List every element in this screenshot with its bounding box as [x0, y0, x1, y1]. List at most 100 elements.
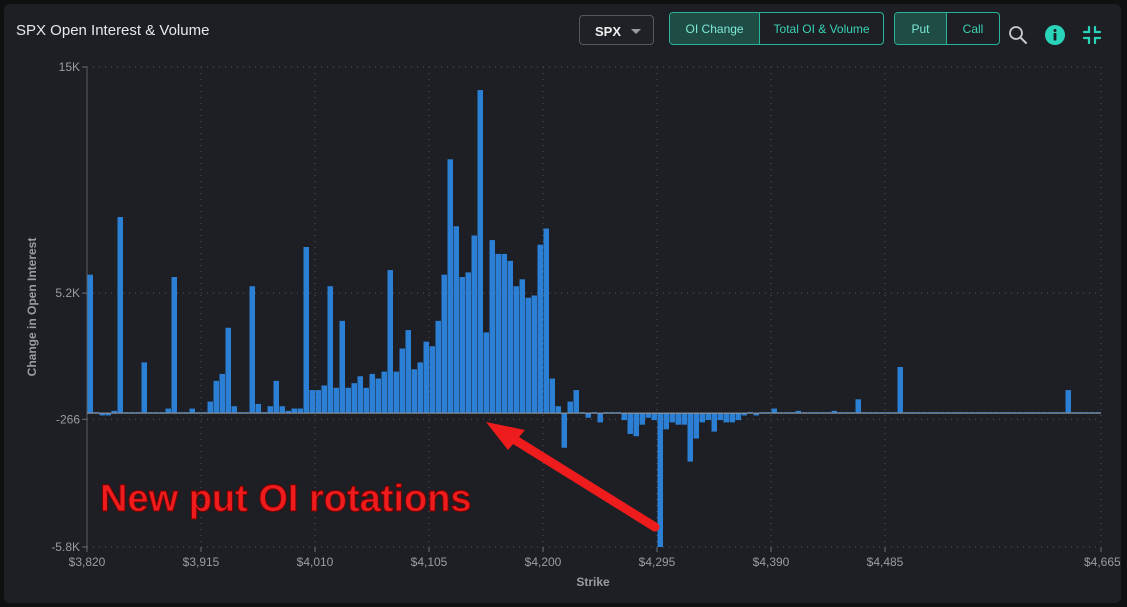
bar[interactable]	[633, 413, 640, 437]
bar[interactable]	[705, 413, 712, 421]
bar[interactable]	[855, 399, 862, 414]
bar[interactable]	[753, 413, 760, 416]
bar[interactable]	[87, 274, 94, 414]
bar[interactable]	[477, 90, 484, 414]
bar[interactable]	[207, 401, 214, 414]
bar[interactable]	[657, 413, 664, 547]
bar[interactable]	[1065, 390, 1072, 414]
bar[interactable]	[543, 228, 550, 414]
bar[interactable]	[663, 413, 670, 430]
bar[interactable]	[645, 413, 652, 418]
bar[interactable]	[507, 260, 514, 414]
bar[interactable]	[669, 413, 676, 423]
bar[interactable]	[285, 410, 292, 414]
bar[interactable]	[489, 240, 496, 414]
bar[interactable]	[291, 408, 298, 414]
bar[interactable]	[435, 320, 442, 414]
bar[interactable]	[831, 410, 838, 414]
bar[interactable]	[495, 253, 502, 414]
bar[interactable]	[213, 380, 220, 414]
bar[interactable]	[549, 378, 556, 414]
bar[interactable]	[711, 413, 718, 432]
bar[interactable]	[315, 390, 322, 414]
bar[interactable]	[351, 383, 358, 414]
bar[interactable]	[531, 295, 538, 414]
bar[interactable]	[729, 413, 736, 423]
bar[interactable]	[267, 406, 274, 414]
bar[interactable]	[249, 286, 256, 414]
bar[interactable]	[555, 406, 562, 414]
total-oi-volume-button[interactable]: Total OI & Volume	[759, 13, 883, 44]
bar[interactable]	[369, 373, 376, 414]
bar[interactable]	[687, 413, 694, 462]
bar[interactable]	[321, 385, 328, 414]
bar[interactable]	[297, 408, 304, 414]
zoom-icon[interactable]	[1007, 24, 1029, 46]
bar[interactable]	[447, 159, 454, 414]
bar[interactable]	[255, 403, 262, 414]
bar[interactable]	[723, 413, 730, 423]
bar[interactable]	[597, 413, 604, 423]
bar[interactable]	[117, 217, 124, 414]
bar[interactable]	[225, 327, 232, 414]
put-button[interactable]: Put	[895, 13, 947, 44]
bar[interactable]	[357, 376, 364, 414]
bar[interactable]	[681, 413, 688, 425]
bar[interactable]	[309, 390, 316, 414]
bar[interactable]	[501, 253, 508, 414]
bar[interactable]	[639, 413, 646, 425]
info-icon[interactable]	[1044, 24, 1066, 46]
bar[interactable]	[273, 380, 280, 414]
bar[interactable]	[189, 408, 196, 414]
bar[interactable]	[699, 413, 706, 423]
bar[interactable]	[735, 413, 742, 421]
bar[interactable]	[717, 413, 724, 421]
bar[interactable]	[423, 341, 430, 414]
bar[interactable]	[171, 277, 178, 414]
bar[interactable]	[513, 286, 520, 414]
bar[interactable]	[459, 277, 466, 414]
bar[interactable]	[675, 413, 682, 425]
bar[interactable]	[303, 247, 310, 414]
bar[interactable]	[231, 406, 238, 414]
bar[interactable]	[621, 413, 628, 421]
bar[interactable]	[105, 413, 112, 416]
bar[interactable]	[279, 406, 286, 414]
bar[interactable]	[141, 362, 148, 414]
bar[interactable]	[741, 413, 748, 416]
bar[interactable]	[453, 226, 460, 414]
bar[interactable]	[573, 390, 580, 414]
bar[interactable]	[465, 272, 472, 414]
bar[interactable]	[693, 413, 700, 439]
bar[interactable]	[375, 378, 382, 414]
ticker-select[interactable]: SPX	[579, 15, 654, 45]
bar[interactable]	[405, 330, 412, 414]
bar[interactable]	[561, 413, 568, 448]
oi-change-button[interactable]: OI Change	[670, 13, 760, 44]
bar[interactable]	[387, 270, 394, 414]
bar[interactable]	[165, 408, 172, 414]
bar[interactable]	[393, 371, 400, 414]
bar[interactable]	[219, 373, 226, 414]
bar[interactable]	[381, 371, 388, 414]
bar[interactable]	[333, 387, 340, 414]
bar[interactable]	[363, 387, 370, 414]
bar[interactable]	[339, 320, 346, 414]
bar[interactable]	[471, 235, 478, 414]
bar[interactable]	[771, 408, 778, 414]
bar[interactable]	[585, 413, 592, 418]
bar[interactable]	[537, 244, 544, 414]
bar[interactable]	[525, 297, 532, 414]
collapse-icon[interactable]	[1081, 24, 1103, 46]
bar[interactable]	[483, 332, 490, 414]
bar[interactable]	[897, 367, 904, 414]
bar[interactable]	[519, 279, 526, 414]
bar[interactable]	[417, 362, 424, 414]
bar[interactable]	[567, 401, 574, 414]
bar[interactable]	[429, 346, 436, 414]
bar[interactable]	[99, 413, 106, 416]
bar[interactable]	[441, 274, 448, 414]
bar[interactable]	[651, 413, 658, 421]
bar[interactable]	[399, 348, 406, 414]
bar[interactable]	[795, 410, 802, 414]
